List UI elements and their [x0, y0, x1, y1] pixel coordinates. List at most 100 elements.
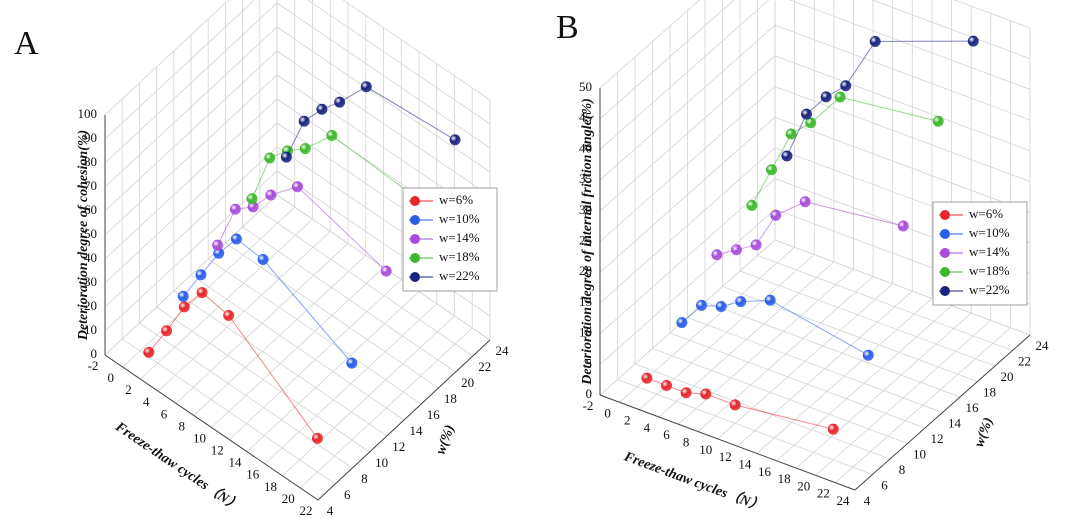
data-point: [264, 152, 276, 164]
z-tick-label: 0: [586, 386, 593, 401]
data-point: [177, 290, 189, 302]
z-tick-label: 70: [84, 178, 97, 193]
grid-line: [739, 270, 996, 367]
data-point: [334, 96, 346, 108]
y-tick-label: 14: [948, 415, 962, 430]
x-tick-label: 8: [683, 435, 690, 450]
x-tick-label: 16: [758, 464, 772, 479]
x-tick-label: 2: [624, 413, 631, 428]
grid-line: [342, 0, 491, 101]
y-tick-label: 14: [410, 423, 424, 438]
data-point: [661, 379, 673, 391]
y-tick-label: 8: [899, 462, 906, 477]
z-axis-title: Deterioration degree of cohesion(%): [76, 130, 91, 341]
data-point: [311, 432, 323, 444]
grid-line: [599, 209, 776, 365]
y-tick-label: 18: [983, 384, 996, 399]
grid-line: [307, 0, 491, 125]
data-point: [715, 301, 727, 313]
data-point: [292, 181, 303, 193]
y-tick-label: 12: [931, 431, 944, 446]
x-tick-label: 14: [738, 456, 752, 471]
legend-marker: [410, 234, 420, 244]
legend-marker: [410, 215, 420, 225]
y-tick-label: 8: [361, 471, 368, 486]
z-tick-label: 45: [579, 110, 592, 125]
grid-line: [104, 98, 278, 260]
grid-line: [104, 50, 278, 212]
x-tick-label: 4: [143, 394, 150, 409]
grid-line: [104, 26, 278, 188]
z-tick-label: 80: [84, 154, 97, 169]
data-point: [265, 189, 277, 201]
grid-line: [774, 239, 1031, 336]
y-tick-label: 4: [864, 493, 871, 508]
data-point: [230, 233, 242, 245]
data-point: [346, 357, 358, 369]
grid-line: [669, 332, 926, 429]
y-tick-label: 20: [461, 375, 474, 390]
grid-line: [953, 0, 1031, 29]
axis-line: [317, 339, 491, 501]
data-point: [246, 193, 258, 205]
legend-label: w=18%: [969, 263, 1010, 278]
y-tick-label: 24: [496, 343, 510, 358]
series-line: [751, 96, 939, 206]
x-tick-label: 20: [797, 478, 810, 493]
legend-marker: [410, 253, 420, 263]
data-point: [750, 239, 762, 251]
data-point: [229, 203, 241, 215]
data-point: [212, 239, 224, 251]
y-tick-label: 24: [1036, 338, 1050, 353]
panel-label: A: [14, 25, 39, 62]
y-axis-title: w(%): [434, 423, 458, 457]
data-point: [676, 317, 688, 329]
grid-line: [207, 258, 422, 405]
data-point: [143, 346, 155, 358]
grid-line: [704, 301, 961, 398]
grid-line: [276, 50, 491, 197]
data-point: [746, 199, 758, 211]
legend-label: w=14%: [969, 244, 1010, 259]
x-tick-label: 18: [778, 471, 791, 486]
data-point: [840, 80, 852, 92]
x-tick-label: 12: [719, 449, 732, 464]
y-tick-label: 16: [966, 400, 980, 415]
data-point: [213, 247, 225, 259]
data-point: [827, 423, 839, 435]
data-point: [223, 310, 235, 321]
data-point: [820, 91, 832, 103]
y-tick-label: 4: [327, 503, 334, 518]
data-point: [711, 249, 723, 261]
z-tick-label: 20: [579, 263, 592, 278]
legend-label: w=14%: [439, 230, 480, 245]
data-point: [196, 287, 208, 299]
x-tick-label: 22: [300, 503, 313, 518]
y-tick-label: 16: [427, 407, 441, 422]
grid-line: [599, 116, 776, 273]
x-tick-label: 2: [125, 382, 132, 397]
z-tick-label: 90: [84, 130, 97, 145]
grid-line: [599, 178, 776, 334]
legend-label: w=22%: [439, 268, 480, 283]
grid-line: [276, 170, 491, 317]
z-tick-label: 60: [84, 202, 97, 217]
z-tick-label: 35: [579, 171, 592, 186]
legend-label: w=10%: [439, 211, 480, 226]
x-tick-label: 0: [604, 405, 611, 420]
axis-line: [599, 394, 856, 491]
grid-line: [104, 2, 278, 164]
x-tick-label: 16: [246, 467, 260, 482]
grid-line: [104, 194, 278, 356]
legend-marker: [410, 272, 420, 282]
data-point: [195, 269, 207, 281]
grid-line: [139, 322, 353, 469]
axis-line: [104, 354, 319, 501]
grid-line: [757, 255, 1013, 351]
axis-line: [854, 334, 1031, 491]
data-point: [257, 254, 269, 265]
grid-line: [121, 338, 336, 485]
data-point: [766, 164, 778, 176]
x-tick-label: 10: [193, 430, 206, 445]
data-point: [360, 81, 372, 93]
